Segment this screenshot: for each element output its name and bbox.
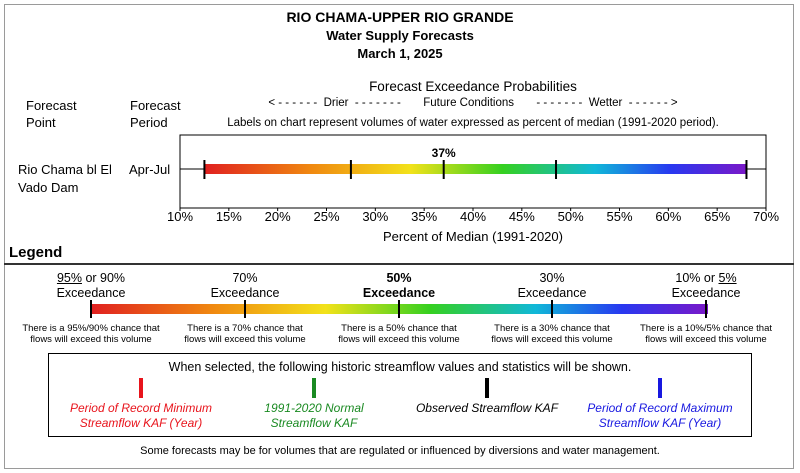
row-forecast-point-line1: Rio Chama bl El: [18, 162, 112, 177]
historic-max-label: Period of Record Maximum Streamflow KAF …: [570, 401, 750, 431]
x-tick-label: 20%: [264, 209, 291, 224]
x-tick-label: 65%: [704, 209, 731, 224]
forecast-point-header-line2: Point: [26, 115, 56, 130]
legend-desc-30-line1: There is a 30% chance that: [494, 323, 610, 334]
legend-desc-95-line1: There is a 95%/90% chance that: [22, 323, 160, 334]
x-tick-label: 25%: [313, 209, 340, 224]
legend-desc-70: There is a 70% chance that flows will ex…: [175, 323, 315, 345]
page-title: RIO CHAMA-UPPER RIO GRANDE: [286, 9, 514, 25]
forecast-period-header: Forecast Period: [130, 97, 181, 131]
historic-stats-box: [48, 353, 752, 437]
x-tick-label: 55%: [606, 209, 633, 224]
legend-markers: [90, 300, 707, 318]
historic-max-label-line1: Period of Record Maximum: [587, 401, 733, 415]
legend-label-70-line2: Exceedance: [210, 286, 280, 300]
historic-min-label-line1: Period of Record Minimum: [69, 401, 213, 415]
historic-normal-marker: [312, 378, 316, 398]
x-tick-label: 40%: [459, 209, 487, 224]
legend-label-30-line2: Exceedance: [517, 286, 587, 300]
legend-desc-50: There is a 50% chance that flows will ex…: [329, 323, 469, 345]
historic-normal-label: 1991-2020 Normal Streamflow KAF: [224, 401, 404, 431]
x-tick-label: 10%: [166, 209, 194, 224]
x-tick-label: 30%: [362, 209, 389, 224]
forecast-point-header-line1: Forecast: [26, 98, 77, 113]
forecast-date: March 1, 2025: [357, 46, 443, 61]
x-axis-label: Percent of Median (1991-2020): [383, 229, 563, 244]
forecast-point-header: Forecast Point: [26, 97, 77, 131]
legend-heading: Legend: [9, 244, 63, 261]
legend-desc-70-line2: flows will exceed this volume: [184, 334, 306, 345]
historic-normal-label-line2: Streamflow KAF: [270, 416, 358, 430]
legend-desc-10-line1: There is a 10%/5% chance that: [639, 323, 773, 334]
legend-desc-95: There is a 95%/90% chance that flows wil…: [21, 323, 161, 345]
legend-desc-10-line2: flows will exceed this volume: [645, 334, 767, 345]
legend-label-50-line2: Exceedance: [362, 286, 436, 300]
historic-stats-heading: When selected, the following historic st…: [168, 360, 632, 374]
exceedance-title: Forecast Exceedance Probabilities: [369, 79, 577, 94]
row-forecast-period: Apr-Jul: [129, 162, 171, 177]
historic-observed-marker: [485, 378, 489, 398]
historic-normal-label-line1: 1991-2020 Normal: [264, 401, 364, 415]
legend-desc-50-line2: flows will exceed this volume: [338, 334, 460, 345]
forecast-period-header-line1: Forecast: [130, 98, 181, 113]
legend-label-95-rest: or 90%: [81, 271, 126, 285]
forecast-period-header-line2: Period: [130, 115, 168, 130]
legend-desc-30-line2: flows will exceed this volume: [491, 334, 613, 345]
historic-max-label-line2: Streamflow KAF (Year): [598, 416, 722, 430]
page-frame: [4, 4, 794, 469]
historic-max-marker: [658, 378, 662, 398]
exceedance-range-bar: [204, 164, 747, 174]
page-subtitle: Water Supply Forecasts: [326, 28, 474, 43]
exceedance-direction: < - - - - - - Drier - - - - - - - Future…: [268, 97, 678, 109]
legend-desc-50-line1: There is a 50% chance that: [341, 323, 457, 334]
legend-label-10-line2: Exceedance: [671, 286, 741, 300]
legend-label-50: 50% Exceedance: [334, 271, 464, 301]
legend-label-10-pre: 10% or: [675, 271, 719, 285]
legend-label-30: 30% Exceedance: [487, 271, 617, 301]
exceedance-note: Labels on chart represent volumes of wat…: [227, 117, 719, 129]
legend-label-10: 10% or 5% Exceedance: [641, 271, 771, 301]
row-forecast-point: Rio Chama bl El Vado Dam: [18, 161, 128, 197]
legend-label-70-line1: 70%: [232, 271, 258, 285]
legend-desc-10: There is a 10%/5% chance that flows will…: [636, 323, 776, 345]
legend-divider: [4, 263, 794, 265]
x-tick-label: 35%: [411, 209, 438, 224]
exceedance-markers: [203, 160, 748, 179]
x-tick-label: 50%: [557, 209, 584, 224]
legend-label-95: 95% or 90% Exceedance: [26, 271, 156, 301]
median-value-label: 37%: [432, 146, 456, 160]
historic-min-label-line2: Streamflow KAF (Year): [79, 416, 203, 430]
historic-observed-label: Observed Streamflow KAF: [397, 401, 577, 416]
legend-label-70: 70% Exceedance: [180, 271, 310, 301]
x-tick-label: 45%: [508, 209, 535, 224]
row-forecast-point-line2: Vado Dam: [18, 180, 79, 195]
x-axis-ticks: [179, 208, 767, 211]
x-tick-label: 60%: [655, 209, 682, 224]
legend-label-50-line1: 50%: [386, 271, 412, 285]
historic-min-marker: [139, 378, 143, 398]
legend-label-95-underlined: 95%: [56, 271, 82, 285]
x-tick-label: 70%: [752, 209, 780, 224]
historic-observed-label-line1: Observed Streamflow KAF: [415, 401, 559, 415]
legend-desc-30: There is a 30% chance that flows will ex…: [482, 323, 622, 345]
legend-desc-95-line2: flows will exceed this volume: [30, 334, 152, 345]
historic-min-label: Period of Record Minimum Streamflow KAF …: [51, 401, 231, 431]
legend-desc-70-line1: There is a 70% chance that: [187, 323, 303, 334]
x-tick-label: 15%: [215, 209, 242, 224]
legend-label-95-line2: Exceedance: [56, 286, 126, 300]
legend-label-10-underlined: 5%: [718, 271, 737, 285]
legend-label-30-line1: 30%: [539, 271, 565, 285]
footnote: Some forecasts may be for volumes that a…: [140, 445, 660, 457]
